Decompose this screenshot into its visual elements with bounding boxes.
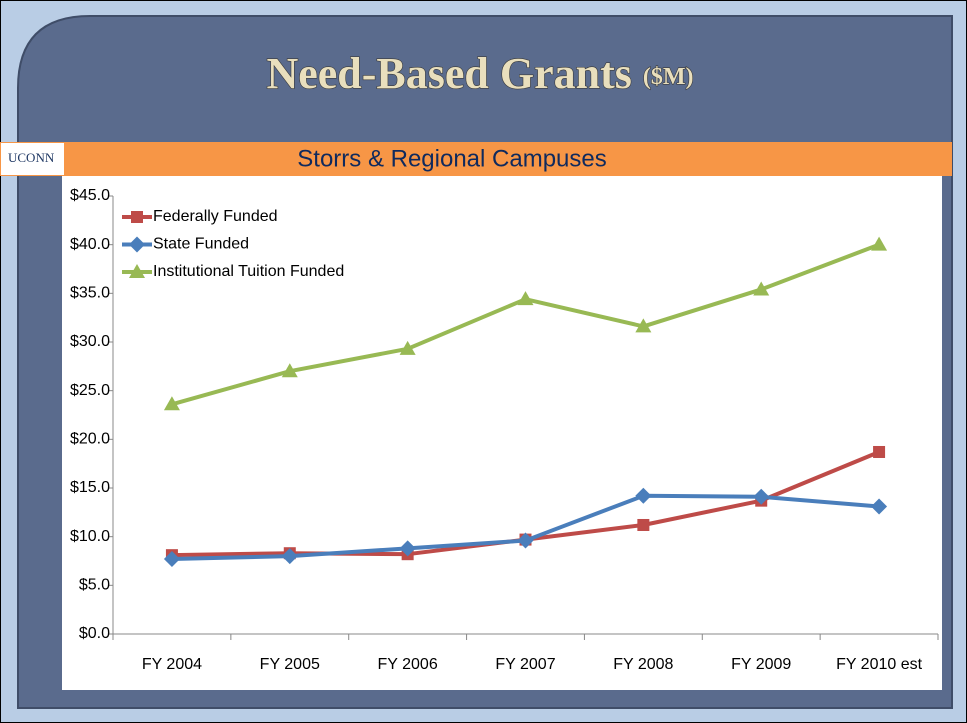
data-point [753, 488, 770, 505]
y-tick-label: $35.0 [70, 285, 110, 302]
data-point [281, 548, 298, 565]
data-point [871, 498, 888, 515]
x-tick-label: FY 2005 [260, 656, 320, 673]
y-tick-label: $45.0 [70, 187, 110, 204]
legend-marker [129, 236, 145, 253]
title-text: Need-Based Grants [266, 49, 631, 98]
y-tick-label: $25.0 [70, 382, 110, 399]
subtitle: Storrs & Regional Campuses [297, 145, 606, 172]
legend-marker [131, 211, 143, 223]
x-tick-label: FY 2004 [142, 656, 202, 673]
logo: UCONN [8, 150, 55, 165]
y-tick-label: $10.0 [70, 528, 110, 545]
x-tick-label: FY 2006 [378, 656, 438, 673]
legend-label: Institutional Tuition Funded [153, 263, 344, 280]
title-unit: ($M) [643, 64, 694, 90]
x-tick-label: FY 2008 [613, 656, 673, 673]
legend-marker [129, 264, 145, 278]
data-point [517, 532, 534, 549]
logo-box [1, 143, 64, 175]
x-tick-label: FY 2007 [495, 656, 555, 673]
legend-label: State Funded [153, 236, 249, 253]
y-tick-label: $15.0 [70, 479, 110, 496]
y-tick-label: $5.0 [79, 577, 110, 594]
data-point [163, 396, 180, 411]
y-tick-label: $0.0 [79, 625, 110, 642]
data-point [635, 487, 652, 504]
x-tick-label: FY 2009 [731, 656, 791, 673]
data-point [399, 540, 416, 557]
data-point [637, 518, 650, 531]
data-point [399, 340, 416, 355]
y-tick-label: $40.0 [70, 236, 110, 253]
subtitle-band [0, 142, 952, 176]
data-point [871, 236, 888, 251]
data-point [517, 291, 534, 306]
slide-title: Need-Based Grants ($M) [266, 49, 693, 98]
legend-label: Federally Funded [153, 208, 278, 225]
data-point [873, 445, 886, 458]
x-tick-label: FY 2010 est [836, 656, 923, 673]
y-tick-label: $20.0 [70, 431, 110, 448]
data-point [281, 363, 298, 378]
data-point [635, 318, 652, 333]
y-tick-label: $30.0 [70, 333, 110, 350]
data-point [163, 551, 180, 568]
chart-area [62, 176, 942, 690]
data-point [753, 281, 770, 296]
